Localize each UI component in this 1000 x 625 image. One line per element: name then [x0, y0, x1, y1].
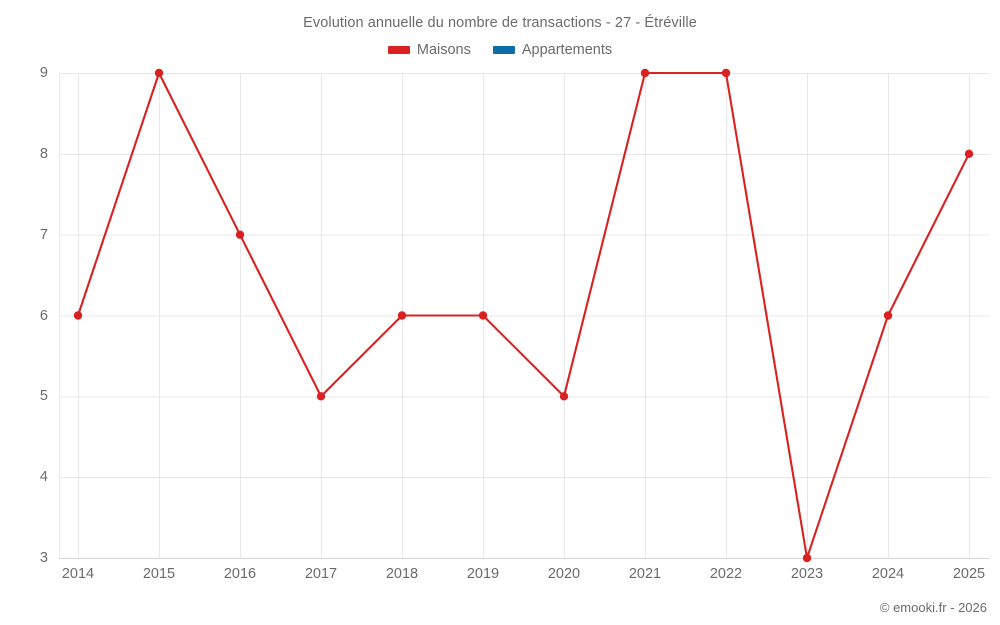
data-point[interactable] [478, 311, 488, 320]
data-point[interactable] [802, 553, 812, 563]
data-point[interactable] [559, 392, 569, 401]
y-axis-tick-label: 6 [39, 307, 48, 324]
data-point[interactable] [316, 392, 326, 401]
x-axis-tick-label: 2023 [790, 566, 824, 582]
y-axis-tick-label: 7 [39, 226, 48, 243]
x-axis-tick-label: 2015 [142, 566, 176, 582]
x-axis-tick-label: 2024 [871, 566, 905, 582]
x-axis-tick-label: 2019 [466, 566, 500, 582]
data-point[interactable] [721, 68, 731, 78]
y-axis-labels: 3 4 5 6 7 8 9 [0, 0, 48, 625]
legend-item-maisons[interactable]: Maisons [387, 42, 471, 58]
data-point[interactable] [397, 311, 407, 320]
y-axis-tick-label: 5 [39, 388, 48, 405]
data-point[interactable] [640, 68, 650, 78]
x-axis-tick-label: 2014 [61, 566, 95, 582]
y-axis-tick-label: 9 [39, 65, 48, 81]
legend-label-appartements: Appartements [521, 42, 613, 58]
chart-legend: Maisons Appartements [0, 42, 1000, 58]
series-line-maisons [76, 71, 971, 560]
x-axis-tick-label: 2025 [952, 566, 986, 582]
data-point[interactable] [883, 311, 893, 320]
chart-title: Evolution annuelle du nombre de transact… [303, 15, 697, 31]
x-axis-tick-label: 2020 [547, 566, 581, 582]
x-axis-tick-label: 2017 [304, 566, 338, 582]
y-axis-tick-label: 3 [39, 550, 48, 566]
data-point[interactable] [964, 149, 974, 159]
legend-item-appartements[interactable]: Appartements [492, 42, 613, 58]
copyright-credit: © emooki.fr - 2026 [879, 600, 987, 615]
x-axis-tick-label: 2022 [709, 566, 743, 582]
legend-label-maisons: Maisons [416, 42, 471, 58]
data-point[interactable] [154, 68, 164, 78]
data-point[interactable] [235, 230, 245, 239]
y-axis-tick-label: 4 [39, 469, 48, 486]
x-axis-tick-label: 2016 [223, 566, 257, 582]
y-axis-tick-label: 8 [39, 145, 48, 162]
x-axis-tick-label: 2018 [385, 566, 419, 582]
plot-area [59, 68, 990, 563]
legend-swatch-icon-maisons [387, 46, 410, 54]
plot-svg [59, 68, 990, 563]
legend-swatch-icon-appartements [492, 46, 515, 54]
data-point[interactable] [73, 311, 83, 320]
x-axis-tick-label: 2021 [628, 566, 662, 582]
